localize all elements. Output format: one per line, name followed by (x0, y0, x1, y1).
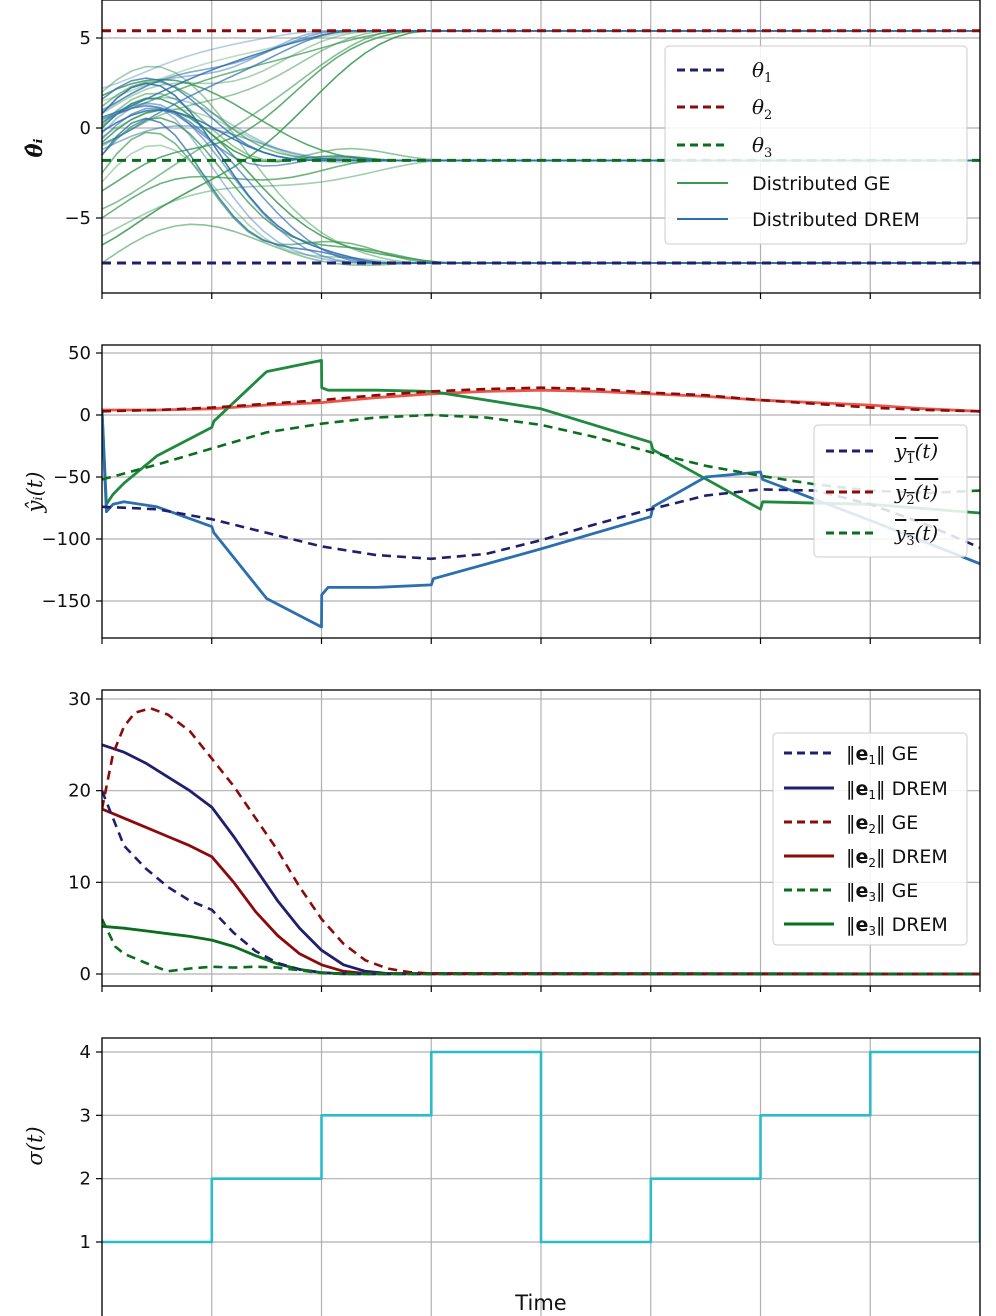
legend-label-e3-ge: ‖e3‖ GE (846, 880, 918, 904)
axes-frame (101, 1037, 981, 1316)
y-tick-label: 0 (80, 118, 91, 139)
y-tick-label: 2 (80, 1169, 91, 1190)
legend-label-drem: Distributed DREM (752, 209, 920, 231)
legend-label-y2: y2(t) (894, 480, 938, 508)
y-tick-label: −5 (64, 208, 91, 229)
y-tick-label: 0 (80, 964, 91, 985)
legend-label-e2-ge: ‖e2‖ GE (846, 812, 918, 836)
series-line (102, 359, 980, 515)
panel-errors: 30 20 10 0 ‖e1‖ GE ‖e1‖ DREM ‖e2‖ GE ‖e2‖ D… (68, 689, 981, 992)
legend-frame (664, 45, 968, 245)
y-axis-label: θ̂ᵢ (22, 138, 47, 157)
legend-label-e2-drem: ‖e2‖ DREM (846, 846, 948, 870)
y-axis-label: ŷᵢ(t) (23, 472, 47, 514)
y-tick-label: 5 (80, 28, 91, 49)
legend-label-theta1: θ1 (752, 58, 772, 86)
axis-ticks: 50 0 −50 −100 −150 (42, 343, 981, 644)
series-line (102, 388, 980, 413)
panel-outputs: 50 0 −50 −100 −150 ŷᵢ(t) y1(t) y2(t) y3(t) (23, 343, 981, 644)
y-tick-label: −150 (42, 591, 91, 612)
switching-signal-line (102, 1050, 980, 1244)
series-line (102, 411, 980, 629)
y-tick-label: 50 (68, 343, 91, 364)
axis-ticks: 0.00.51.01.52.02.53.03.54.04321 (80, 1042, 102, 1253)
x-axis-label: Time (514, 1291, 566, 1315)
series-line (102, 386, 980, 413)
y-tick-label: −100 (42, 529, 91, 550)
series-line (102, 706, 980, 976)
y-tick-label: 4 (80, 1042, 91, 1063)
plot-area (102, 359, 980, 629)
y-tick-label: 0 (80, 405, 91, 426)
legend: θ1 θ2 θ3 Distributed GE Distributed DREM (664, 45, 968, 245)
legend-frame (813, 424, 968, 558)
legend-frame (772, 732, 968, 946)
y-tick-label: 3 (80, 1105, 91, 1126)
y-tick-label: 20 (68, 781, 91, 802)
series-line (102, 413, 980, 495)
y-tick-label: −50 (53, 467, 91, 488)
plot-area (102, 706, 980, 976)
legend: ‖e1‖ GE ‖e1‖ DREM ‖e2‖ GE ‖e2‖ DREM ‖e3‖… (772, 732, 968, 946)
y-tick-label: 10 (68, 872, 91, 893)
series-line (102, 807, 980, 976)
panel-switching: 0.00.51.01.52.02.53.03.54.04321 σ(t) (23, 1037, 981, 1316)
legend-label-y1: y1(t) (894, 439, 938, 467)
legend-label-e1-drem: ‖e1‖ DREM (846, 778, 948, 802)
y-tick-label: 1 (80, 1232, 91, 1253)
axis-ticks: 30 20 10 0 (68, 689, 981, 992)
y-tick-label: 30 (68, 689, 91, 710)
legend-label-e1-ge: ‖e1‖ GE (846, 743, 918, 767)
axis-ticks: 5 0 −5 (64, 28, 981, 299)
series-line (102, 918, 980, 976)
legend-label-theta3: θ3 (752, 133, 772, 161)
series-line (102, 743, 980, 976)
legend-label-y3: y3(t) (894, 521, 938, 549)
plot-area (102, 1050, 980, 1244)
legend-label-ge: Distributed GE (752, 173, 890, 195)
legend-label-e3-drem: ‖e3‖ DREM (846, 914, 948, 938)
legend-label-theta2: θ2 (752, 95, 772, 123)
legend: y1(t) y2(t) y3(t) (813, 424, 968, 558)
series-line (102, 790, 980, 976)
panel-theta: 5 0 −5 θ̂ᵢ θ1 θ2 θ3 Distributed GE Distrib… (22, 0, 981, 299)
y-axis-label: σ(t) (23, 1126, 47, 1165)
